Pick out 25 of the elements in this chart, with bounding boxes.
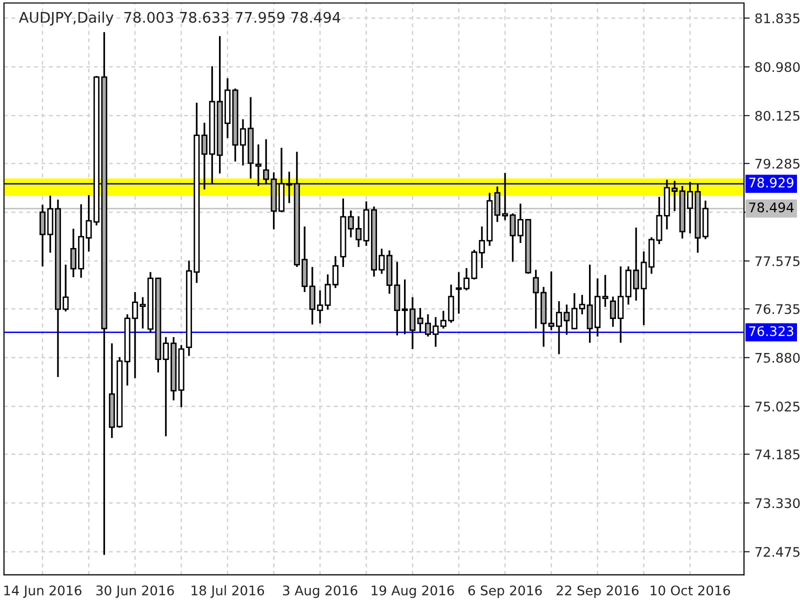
y-tick-label: 80.125 [755, 110, 800, 121]
candlestick [255, 144, 262, 187]
chart-title: AUDJPY,Daily 78.003 78.633 77.959 78.494 [18, 12, 340, 26]
y-tick-label: 75.880 [756, 352, 800, 363]
x-tick-label: 6 Sep 2016 [468, 585, 542, 598]
x-tick-label: 14 Jun 2016 [4, 585, 82, 598]
y-tick-label: 73.330 [756, 498, 800, 508]
y-tick-label: 72.475 [756, 546, 800, 557]
y-tick-label: 75.025 [756, 402, 800, 412]
x-tick-label: 3 Aug 2016 [282, 585, 358, 598]
x-tick-label: 22 Sep 2016 [556, 585, 639, 598]
candlestick [263, 138, 270, 186]
y-tick-label: 76.735 [756, 304, 800, 314]
y-tick-label: 74.185 [756, 449, 800, 460]
y-tick-label: 80.980 [755, 62, 800, 72]
x-tick-label: 18 Jul 2016 [192, 585, 264, 598]
y-tick-label: 77.575 [756, 256, 800, 266]
x-tick-label: 19 Aug 2016 [372, 585, 454, 598]
y-tick-label: 79.285 [756, 158, 800, 169]
y-tick-label: 81.835 [755, 13, 800, 24]
x-tick-label: 10 Oct 2016 [650, 585, 730, 596]
ref-line-label: 78.494 [749, 202, 794, 212]
x-tick-label: 30 Jun 2016 [96, 585, 174, 598]
ref-line-label: 78.929 [749, 178, 794, 188]
ref-line-label: 76.323 [749, 326, 794, 336]
